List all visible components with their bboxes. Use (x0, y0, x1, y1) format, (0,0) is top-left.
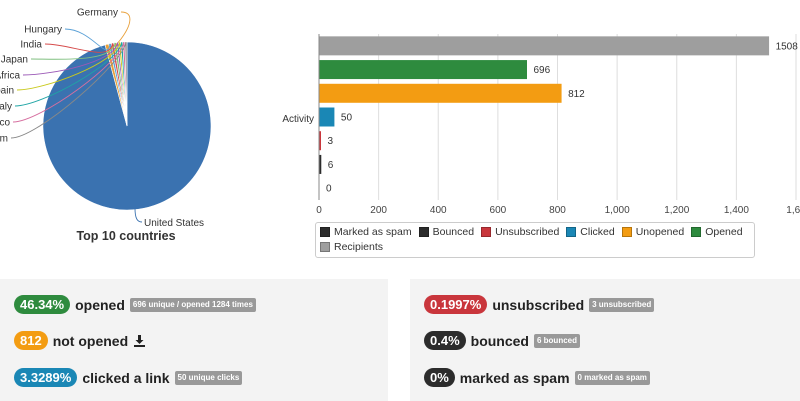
opened-note: 696 unique / opened 1284 times (129, 297, 256, 312)
bar-opened[interactable] (319, 60, 527, 80)
bounced-stat: 0.4% bounced 6 bounced (424, 331, 580, 350)
clicked-stat: 3.3289% clicked a link 50 unique clicks (14, 368, 243, 387)
pie-connector-co (12, 41, 125, 123)
not-opened-label: not opened (52, 332, 129, 349)
legend-swatch (418, 227, 429, 237)
x-tick-label: 1,400 (724, 205, 749, 216)
pie-label-co: co (0, 118, 10, 129)
bar-value-label-opened: 696 (533, 65, 550, 76)
bar-value-label-unopened: 812 (568, 89, 585, 100)
legend-label: Bounced (432, 226, 475, 238)
legend-label: Marked as spam (334, 226, 412, 238)
bar-legend: Marked as spam Bounced Unsubscribed Clicked… (315, 222, 755, 258)
x-tick-label: 400 (430, 205, 447, 216)
unsubscribed-stat: 0.1997% unsubscribed 3 unsubscribed (424, 295, 655, 314)
stats-panel-left: 46.34% opened 696 unique / opened 1284 t… (0, 279, 388, 401)
pie-connector-united-states (134, 207, 143, 223)
spam-label: marked as spam (459, 369, 570, 386)
pie-title: Top 10 countries (76, 229, 175, 243)
pie-label-pain: pain (0, 86, 14, 97)
bar-unsubscribed[interactable] (319, 131, 322, 151)
legend-swatch (320, 227, 330, 237)
unsubscribed-badge: 0.1997% (424, 295, 488, 314)
clicked-note: 50 unique clicks (174, 370, 243, 385)
opened-badge: 46.34% (14, 295, 71, 314)
x-tick-label: 800 (549, 205, 566, 216)
pie-slice-om[interactable] (124, 41, 128, 127)
unsubscribed-label: unsubscribed (492, 296, 585, 313)
pie-label-japan: Japan (1, 55, 28, 66)
bar-value-label-bounced: 6 (328, 160, 334, 171)
clicked-badge: 3.3289% (14, 368, 78, 387)
pie-connector-india (44, 43, 114, 53)
x-tick-label: 200 (370, 205, 387, 216)
x-tick-label: 1,200 (664, 205, 689, 216)
pie-connector-hungary (64, 28, 111, 51)
activity-bar-chart: 0 200 400 600 800 1,000 1,200 1,400 1,60 Activity… (282, 34, 800, 216)
legend-swatch (621, 227, 632, 237)
x-tick-label: 600 (490, 205, 507, 216)
spam-stat: 0% marked as spam 0 marked as spam (424, 368, 650, 387)
legend-item-unopened[interactable]: Unopened (621, 225, 685, 239)
legend-item-recipients[interactable]: Recipients (320, 240, 383, 254)
pie-connector-japan (30, 42, 116, 60)
bar-value-label-unsubscribed: 3 (328, 136, 334, 147)
pie-connector-africa (22, 42, 118, 76)
legend-item-marked-as-spam[interactable]: Marked as spam (320, 225, 412, 239)
opened-label: opened (75, 296, 125, 313)
category-label: Activity (282, 114, 314, 125)
clicked-label: clicked a link (82, 369, 170, 386)
not-opened-badge: 812 (14, 331, 48, 350)
legend-item-opened[interactable]: Opened (691, 225, 743, 239)
pie-label-germany: Germany (77, 8, 118, 19)
spam-badge: 0% (424, 368, 455, 387)
legend-item-unsubscribed[interactable]: Unsubscribed (481, 225, 559, 239)
legend-label: Clicked (580, 226, 615, 238)
opened-stat: 46.34% opened 696 unique / opened 1284 t… (14, 295, 256, 314)
bar-value-label-recipients: 1508 (776, 41, 799, 52)
unsubscribed-note: 3 unsubscribed (589, 297, 655, 312)
bar-value-label-clicked: 50 (341, 113, 353, 124)
legend-swatch (691, 227, 702, 237)
bounced-label: bounced (470, 332, 529, 349)
x-tick-label: 1,60 (786, 205, 800, 216)
bar-clicked[interactable] (319, 107, 335, 127)
bounced-badge: 0.4% (424, 331, 466, 350)
bar-bounced[interactable] (319, 154, 322, 174)
pie-connector-germany (106, 11, 131, 50)
legend-swatch (566, 227, 577, 237)
pie-label-aly: aly (0, 102, 12, 113)
legend-label: Unopened (635, 226, 685, 238)
pie-connector-pain (16, 42, 121, 91)
pie-label-india: India (20, 40, 42, 51)
pie-connector-om (10, 41, 127, 139)
bar-unopened[interactable] (319, 83, 562, 103)
bounced-note: 6 bounced (533, 333, 580, 348)
legend-swatch (320, 242, 330, 252)
pie-label-hungary: Hungary (24, 25, 62, 36)
x-tick-label: 1,000 (605, 205, 630, 216)
legend-label: Recipients (334, 241, 384, 253)
pie-connector-aly (14, 42, 123, 107)
legend-item-bounced[interactable]: Bounced (418, 225, 475, 239)
legend-label: Opened (705, 226, 743, 238)
legend-swatch (481, 227, 492, 237)
bar-value-label-marked-as-spam: 0 (326, 184, 332, 195)
pie-label-africa: Africa (0, 71, 20, 82)
spam-note: 0 marked as spam (574, 370, 650, 385)
download-icon[interactable] (134, 334, 146, 347)
pie-label-om: om (0, 134, 8, 145)
x-tick-label: 0 (316, 205, 322, 216)
bar-recipients[interactable] (319, 36, 770, 56)
legend-label: Unsubscribed (495, 226, 560, 238)
not-opened-stat: 812 not opened (14, 331, 146, 350)
pie-chart: Germany Hungary India Japan Africa pain aly co o… (0, 8, 212, 243)
pie-label-united-states: United States (144, 218, 204, 229)
stats-panel-right: 0.1997% unsubscribed 3 unsubscribed 0.4%… (410, 279, 800, 401)
legend-item-clicked[interactable]: Clicked (566, 225, 615, 239)
